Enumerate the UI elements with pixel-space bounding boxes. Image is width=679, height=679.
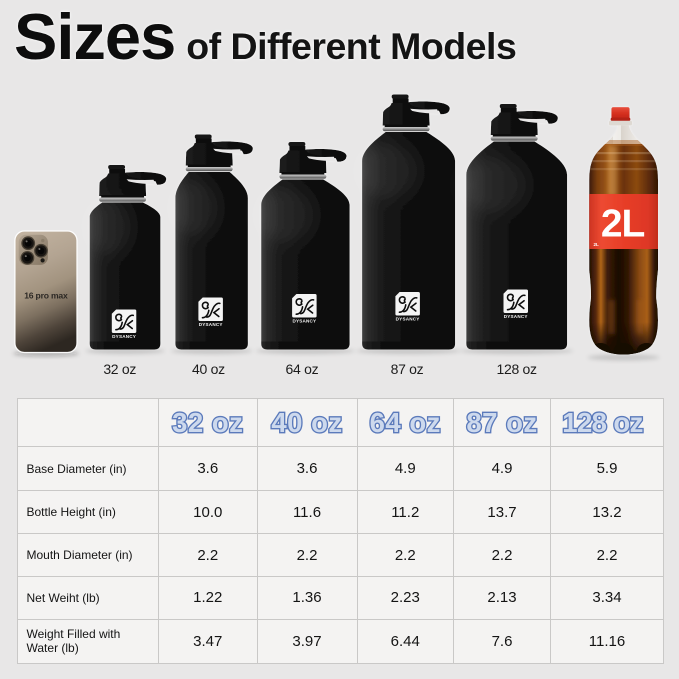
svg-text:DYSANCY: DYSANCY: [396, 317, 420, 322]
svg-text:32 oz: 32 oz: [103, 361, 136, 377]
svg-text:DYSANCY: DYSANCY: [292, 319, 316, 324]
svg-text:64 oz: 64 oz: [286, 361, 319, 377]
svg-text:DYSANCY: DYSANCY: [112, 334, 136, 339]
svg-text:2L: 2L: [601, 203, 645, 246]
svg-text:2L: 2L: [594, 242, 600, 247]
svg-text:40 oz: 40 oz: [192, 361, 225, 377]
svg-text:DYSANCY: DYSANCY: [199, 322, 223, 327]
svg-text:16 pro max: 16 pro max: [24, 290, 68, 300]
svg-text:128 oz: 128 oz: [496, 361, 537, 377]
svg-text:87 oz: 87 oz: [391, 361, 424, 377]
svg-text:DYSANCY: DYSANCY: [504, 314, 528, 319]
